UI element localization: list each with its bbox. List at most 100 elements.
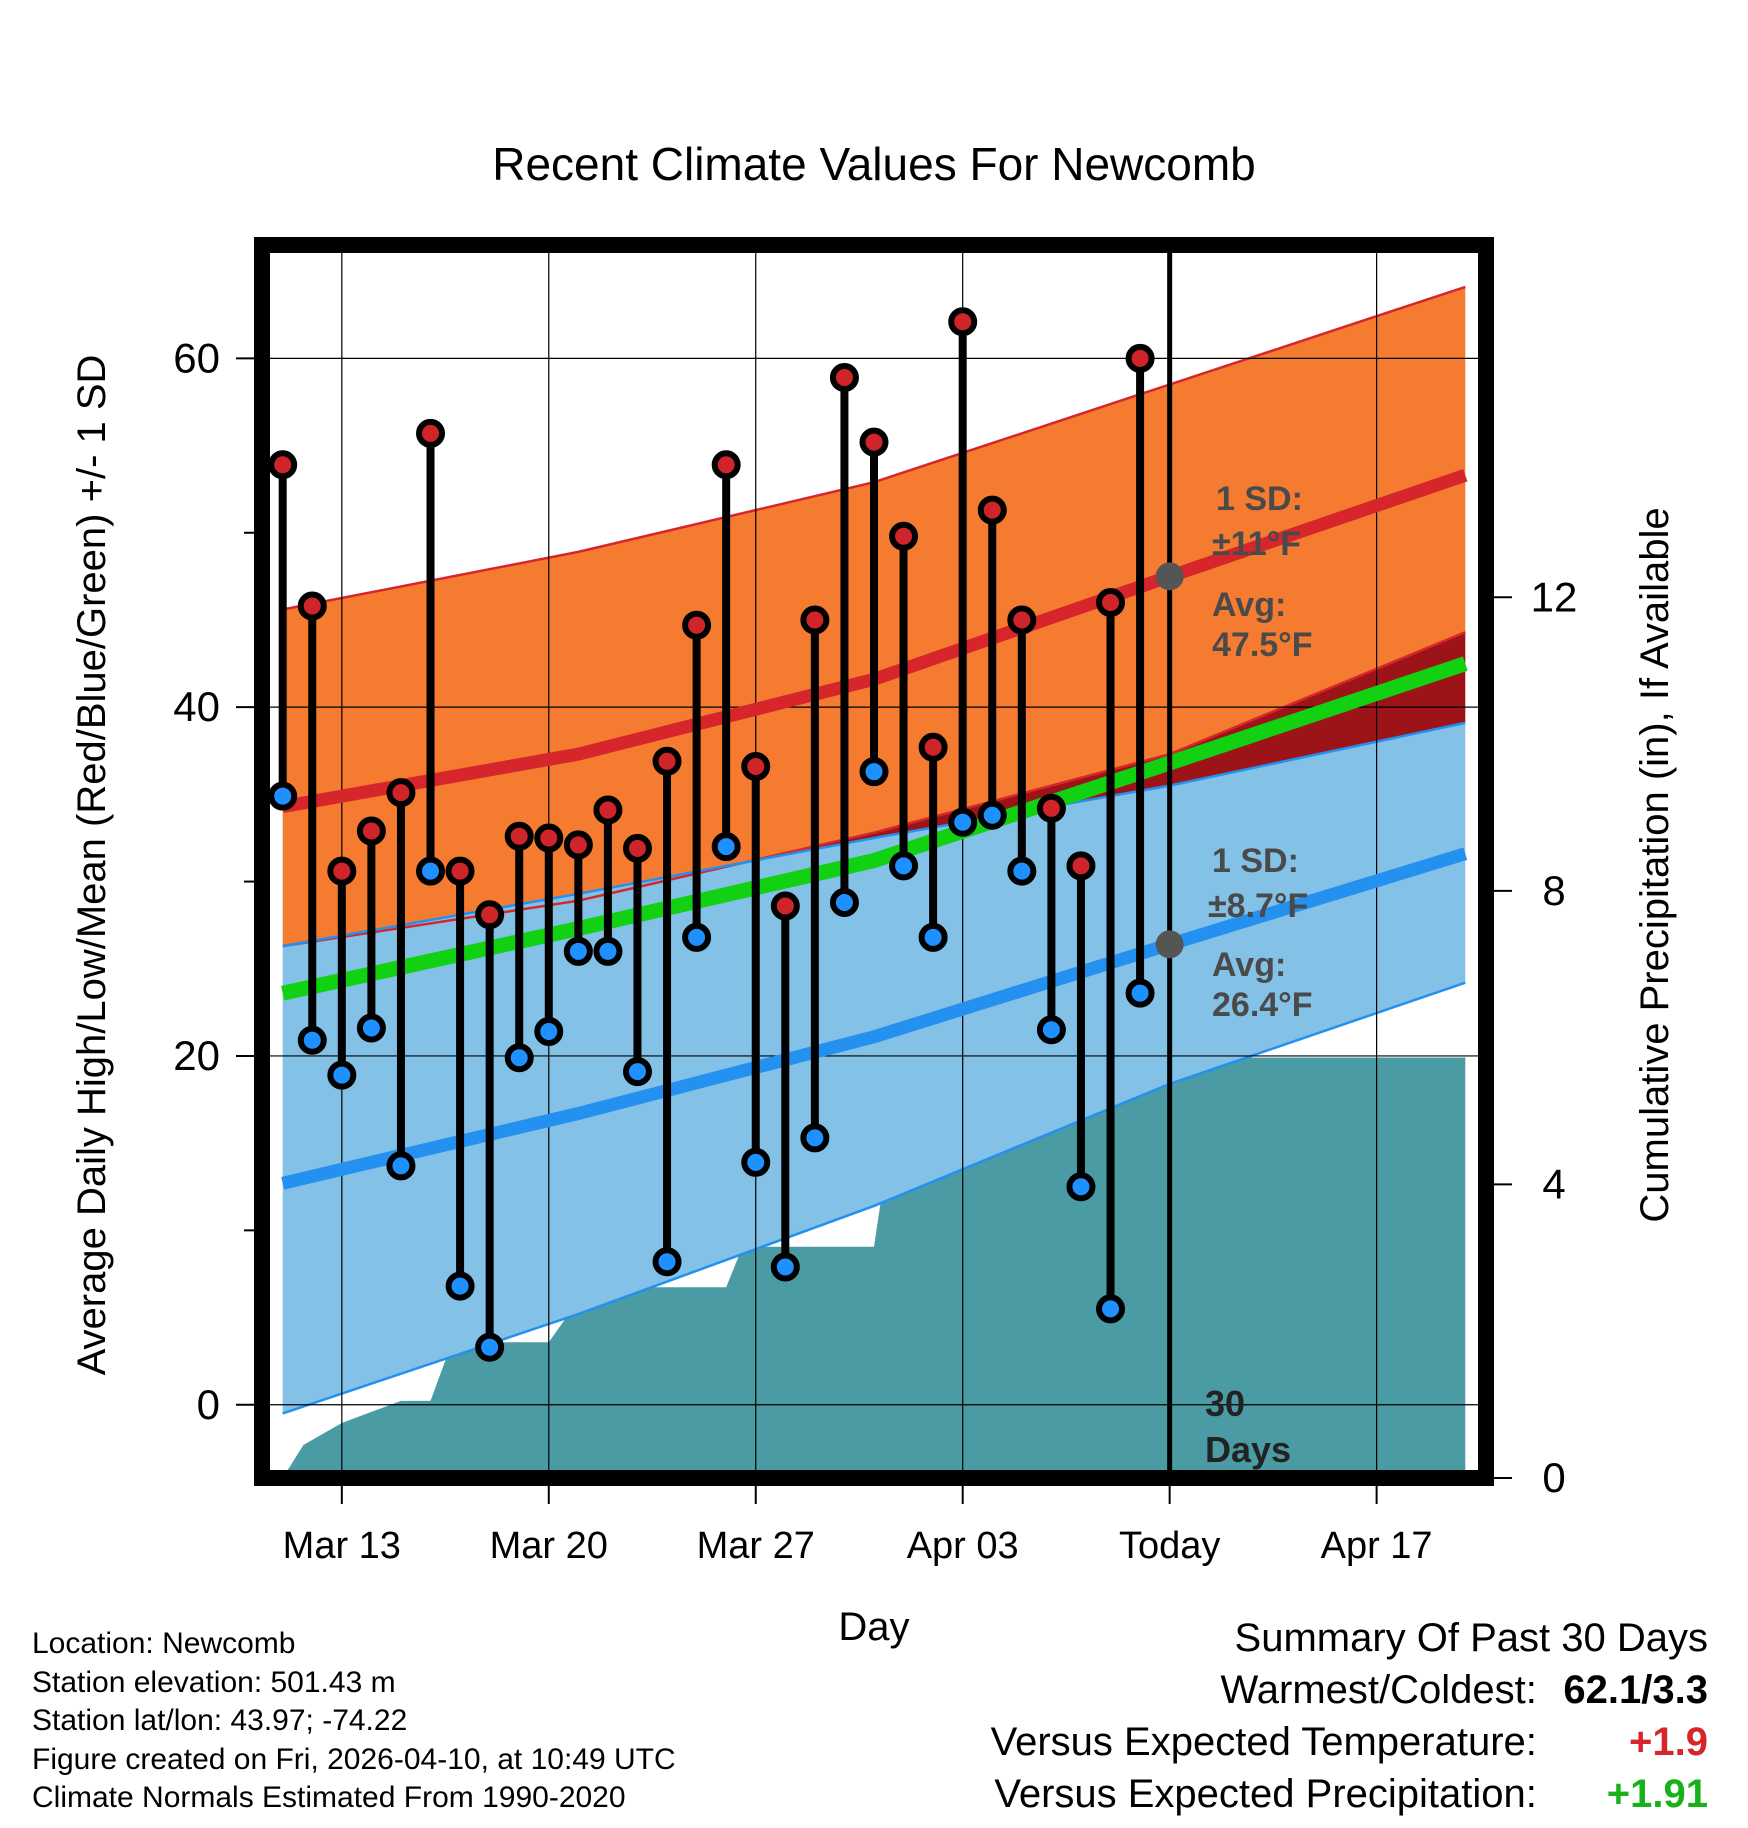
daily-low-marker — [1007, 856, 1037, 886]
latlon-text: Station lat/lon: 43.97; -74.22 — [32, 1704, 408, 1737]
daily-high-marker — [1007, 605, 1037, 635]
daily-high-marker — [534, 823, 564, 853]
temp-value: +1.9 — [1629, 1720, 1708, 1764]
daily-low-marker — [475, 1332, 505, 1362]
daily-bar — [770, 891, 800, 1282]
elevation-text: Station elevation: 501.43 m — [32, 1665, 396, 1699]
daily-low-marker — [1036, 1015, 1066, 1045]
y-axis-label: Average Daily High/Low/Mean (Red/Blue/Gr… — [70, 355, 114, 1376]
summary-warmest-row: Warmest/Coldest: 62.1/3.3 — [991, 1664, 1709, 1716]
daily-bar — [711, 450, 741, 862]
daily-high-marker — [682, 610, 712, 640]
high-avg-label: Avg: — [1212, 586, 1286, 624]
daily-high-marker — [1066, 851, 1096, 881]
x-tick-label: Mar 27 — [697, 1525, 815, 1567]
summary-precip-row: Versus Expected Precipitation: +1.91 — [991, 1768, 1708, 1820]
daily-bar — [268, 450, 298, 811]
daily-bar — [652, 746, 682, 1277]
daily-high-marker — [829, 363, 859, 393]
daily-low-marker — [416, 856, 446, 886]
daily-high-marker — [1096, 588, 1126, 618]
daily-low-marker — [386, 1151, 416, 1181]
daily-bar — [889, 521, 919, 881]
daily-bar — [593, 795, 623, 966]
daily-bar — [563, 830, 593, 966]
high-avg-value: 47.5°F — [1212, 626, 1313, 664]
daily-bar — [327, 856, 357, 1090]
days-word: Days — [1205, 1429, 1291, 1470]
low-sd-value: ±8.7°F — [1208, 887, 1308, 925]
warmest-value: 62.1/3.3 — [1563, 1668, 1708, 1712]
today-avg-low-dot — [1155, 930, 1184, 959]
y2-tick-label: 0 — [1542, 1454, 1565, 1501]
daily-high-marker — [563, 830, 593, 860]
precip-value: +1.91 — [1606, 1772, 1708, 1816]
daily-high-marker — [622, 833, 652, 863]
daily-high-marker — [504, 821, 534, 851]
y-tick-label: 40 — [173, 683, 220, 730]
daily-high-marker — [770, 891, 800, 921]
daily-high-marker — [356, 816, 386, 846]
daily-low-marker — [948, 807, 978, 837]
summary-panel: Summary Of Past 30 Days Warmest/Coldest:… — [991, 1612, 1708, 1820]
daily-high-marker — [948, 307, 978, 337]
chart-title: Recent Climate Values For Newcomb — [492, 138, 1256, 190]
x-tick-label: Today — [1119, 1525, 1220, 1567]
daily-low-marker — [918, 922, 948, 952]
x-tick-label: Apr 03 — [907, 1525, 1019, 1567]
y2-tick-label: 8 — [1542, 867, 1565, 914]
daily-low-marker — [563, 936, 593, 966]
warmest-label: Warmest/Coldest: — [1220, 1668, 1537, 1712]
daily-high-marker — [593, 795, 623, 825]
daily-bar — [1007, 605, 1037, 886]
daily-low-marker — [622, 1057, 652, 1087]
daily-low-marker — [770, 1252, 800, 1282]
x-tick-label: Apr 17 — [1321, 1525, 1433, 1567]
daily-bar — [356, 816, 386, 1043]
daily-high-marker — [445, 856, 475, 886]
y-tick-label: 20 — [173, 1032, 220, 1079]
daily-low-marker — [829, 887, 859, 917]
daily-low-marker — [356, 1013, 386, 1043]
y2-tick-label: 12 — [1531, 573, 1578, 620]
daily-bar — [475, 900, 505, 1362]
low-avg-value: 26.4°F — [1212, 986, 1313, 1024]
daily-bar — [1125, 343, 1155, 1008]
summary-temp-row: Versus Expected Temperature: +1.9 — [991, 1716, 1708, 1768]
x-tick-label: Mar 20 — [490, 1525, 608, 1567]
low-avg-label: Avg: — [1212, 946, 1286, 984]
low-annotation: 1 SD: ±8.7°F Avg: 26.4°F — [1208, 842, 1313, 1024]
daily-low-marker — [859, 757, 889, 787]
daily-bar — [504, 821, 534, 1073]
daily-bar — [622, 833, 652, 1087]
daily-bar — [386, 778, 416, 1181]
daily-bar — [829, 363, 859, 917]
daily-low-marker — [504, 1043, 534, 1073]
daily-bar — [534, 823, 564, 1047]
daily-bar — [800, 605, 830, 1153]
daily-high-marker — [800, 605, 830, 635]
daily-low-marker — [327, 1060, 357, 1090]
daily-low-marker — [297, 1025, 327, 1055]
daily-low-marker — [889, 851, 919, 881]
daily-bar — [416, 418, 446, 886]
high-sd-value: ±11°F — [1212, 525, 1301, 563]
daily-high-marker — [1125, 343, 1155, 373]
x-tick-label: Mar 13 — [283, 1525, 401, 1567]
created-text: Figure created on Fri, 2026-04-10, at 10… — [32, 1742, 676, 1776]
daily-low-marker — [534, 1017, 564, 1047]
daily-bar — [1096, 588, 1126, 1324]
y2-tick-label: 4 — [1542, 1160, 1565, 1207]
daily-high-marker — [711, 450, 741, 480]
summary-heading: Summary Of Past 30 Days — [1234, 1616, 1708, 1660]
daily-low-marker — [593, 936, 623, 966]
daily-low-marker — [445, 1271, 475, 1301]
daily-bar — [445, 856, 475, 1301]
daily-bar — [948, 307, 978, 837]
daily-high-marker — [386, 778, 416, 808]
daily-bar — [297, 591, 327, 1055]
daily-low-marker — [1066, 1172, 1096, 1202]
daily-bar — [741, 751, 771, 1177]
daily-low-marker — [711, 832, 741, 862]
temp-label: Versus Expected Temperature: — [990, 1720, 1537, 1764]
